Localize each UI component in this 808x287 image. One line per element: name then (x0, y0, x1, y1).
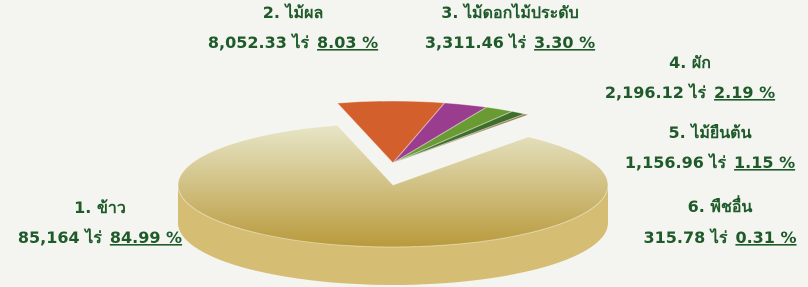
value-label: 1,156.96 ไร่ 1.15 % (625, 153, 795, 172)
area-label: 8,052.33 ไร่ (208, 33, 310, 52)
category-label: 3. ไม้ดอกไม้ประดับ (441, 3, 579, 22)
category-label: 5. ไม้ยืนต้น (668, 123, 751, 142)
percent-label: 3.30 % (534, 33, 595, 52)
category-label: 4. ผัก (669, 53, 711, 72)
category-label: 1. ข้าว (74, 198, 126, 217)
percent-label: 2.19 % (714, 83, 775, 102)
value-label: 315.78 ไร่ 0.31 % (643, 228, 796, 247)
value-label: 2,196.12 ไร่ 2.19 % (605, 83, 775, 102)
pie (178, 101, 608, 285)
category-label: 2. ไม้ผล (263, 3, 324, 22)
value-label: 3,311.46 ไร่ 3.30 % (425, 33, 595, 52)
area-label: 315.78 ไร่ (643, 228, 727, 247)
percent-label: 8.03 % (317, 33, 378, 52)
value-label: 85,164 ไร่ 84.99 % (18, 228, 182, 247)
percent-label: 1.15 % (734, 153, 795, 172)
value-label: 8,052.33 ไร่ 8.03 % (208, 33, 378, 52)
percent-label: 84.99 % (110, 228, 182, 247)
area-label: 85,164 ไร่ (18, 228, 102, 247)
category-label: 6. พืชอื่น (688, 195, 753, 216)
area-label: 1,156.96 ไร่ (625, 153, 727, 172)
area-label: 2,196.12 ไร่ (605, 83, 707, 102)
percent-label: 0.31 % (735, 228, 796, 247)
chart: 1. ข้าว 85,164 ไร่ 84.99 % 2. ไม้ผล 8,052.33… (0, 0, 808, 287)
area-label: 3,311.46 ไร่ (425, 33, 527, 52)
